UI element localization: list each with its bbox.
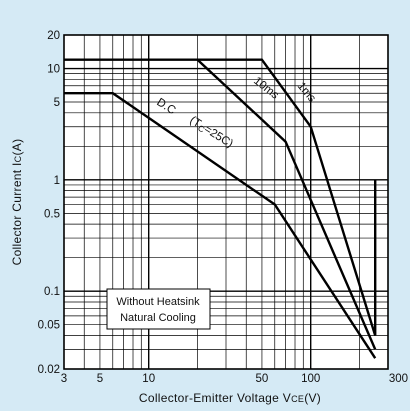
x-axis-label-unit: (V) xyxy=(304,391,321,405)
y-tick-label: 10 xyxy=(47,64,60,76)
y-tick-label: 0.5 xyxy=(44,208,60,220)
note-line-2: Natural Cooling xyxy=(120,312,196,324)
series-group xyxy=(64,58,377,359)
y-tick-label: 1 xyxy=(54,175,60,187)
series-1ms-line xyxy=(64,58,377,336)
series-dc-line xyxy=(64,92,377,359)
dc-condition-sub: C xyxy=(196,123,207,135)
y-axis-label: Collector Current IC(A) xyxy=(10,139,24,266)
x-tick-label: 5 xyxy=(97,373,103,385)
x-axis-label: Collector-Emitter Voltage VCE(V) xyxy=(139,391,321,405)
y-tick-label: 0.05 xyxy=(38,320,60,332)
note-line-1: Without Heatsink xyxy=(116,296,200,308)
y-axis-label-main: Collector Current I xyxy=(10,162,24,265)
x-axis-label-sub: CE xyxy=(291,394,304,404)
y-tick-label: 0.1 xyxy=(44,286,60,298)
y-tick-label: 5 xyxy=(54,97,60,109)
y-axis-label-sub: C xyxy=(13,155,23,162)
dc-condition-t: (T xyxy=(187,114,203,130)
tick-labels: 3 5 10 50 100 300 0.02 0.05 0.1 0.5 1 5 10 20 xyxy=(38,30,408,385)
plot-frame xyxy=(63,34,389,370)
x-tick-label: 300 xyxy=(389,373,408,385)
series-10ms-line xyxy=(196,58,377,350)
x-tick-label: 50 xyxy=(256,373,269,385)
x-axis-label-main: Collector-Emitter Voltage V xyxy=(139,391,291,405)
y-axis-label-unit: (A) xyxy=(10,139,24,156)
note-box: Without Heatsink Natural Cooling xyxy=(106,288,211,330)
x-tick-label: 100 xyxy=(301,373,320,385)
y-tick-label: 20 xyxy=(47,30,60,42)
y-tick-label: 0.02 xyxy=(38,364,60,376)
x-tick-label: 10 xyxy=(142,373,155,385)
x-tick-label: 3 xyxy=(61,373,67,385)
note-box-bg xyxy=(106,288,211,330)
